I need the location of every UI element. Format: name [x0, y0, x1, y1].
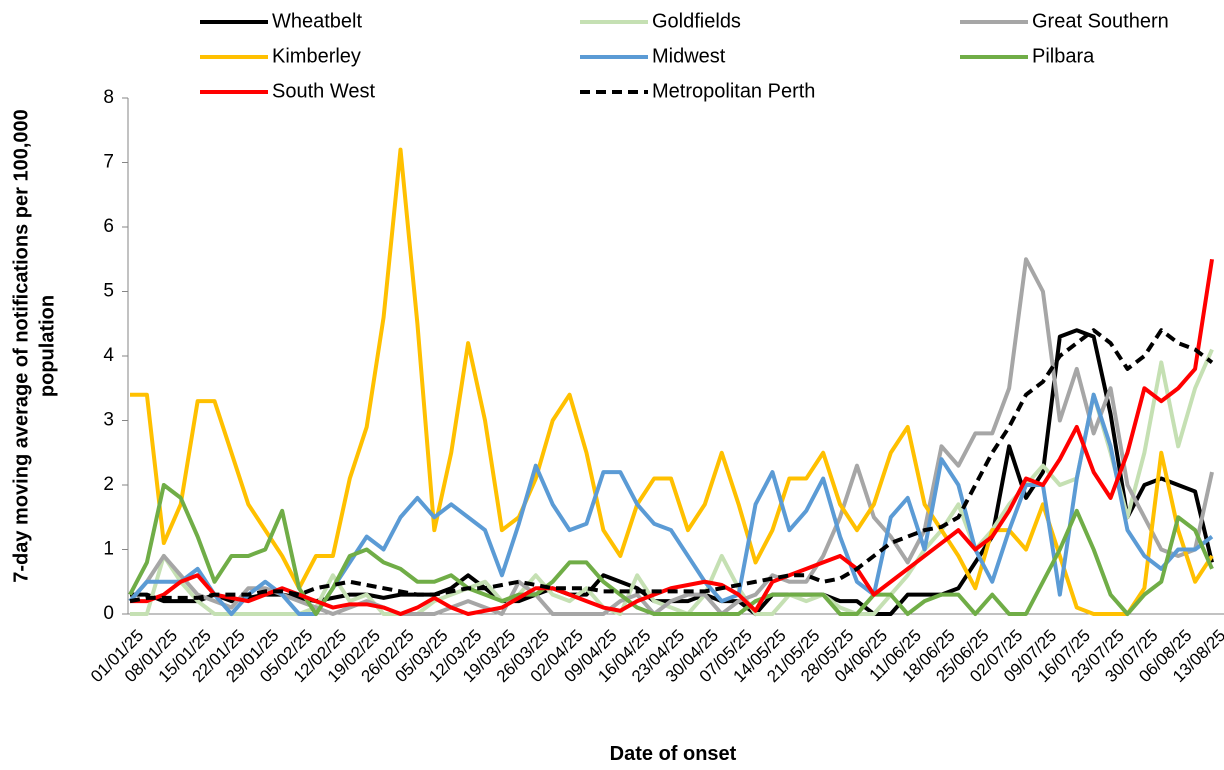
- y-tick-label: 5: [103, 281, 114, 302]
- legend-label: South West: [272, 80, 375, 102]
- legend-item: Midwest: [580, 45, 726, 67]
- y-tick-label: 6: [103, 216, 114, 237]
- legend-item: Pilbara: [960, 45, 1095, 67]
- series-line: [130, 348, 1214, 616]
- legend-label: Pilbara: [1032, 45, 1095, 67]
- legend-label: Midwest: [652, 45, 726, 67]
- y-axis-title: 7-day moving average of notifications pe…: [10, 109, 32, 583]
- legend-item: Metropolitan Perth: [580, 80, 815, 102]
- y-tick-label: 0: [103, 603, 114, 624]
- y-axis-title: population: [36, 295, 58, 397]
- series-line: [129, 328, 1214, 604]
- legend-label: Great Southern: [1032, 10, 1169, 32]
- legend-item: Kimberley: [200, 45, 361, 67]
- series-line: [130, 147, 1214, 616]
- legend-label: Metropolitan Perth: [652, 80, 815, 102]
- y-tick-label: 8: [103, 87, 114, 108]
- series-line: [130, 258, 1214, 616]
- series-line: [128, 483, 1214, 616]
- legend-label: Goldfields: [652, 10, 741, 32]
- legend-label: Wheatbelt: [272, 10, 362, 32]
- legend-item: Goldfields: [580, 10, 741, 32]
- y-tick-label: 7: [103, 152, 114, 173]
- y-tick-label: 1: [103, 539, 114, 560]
- legend-item: Wheatbelt: [200, 10, 362, 32]
- x-axis-title: Date of onset: [610, 743, 737, 765]
- legend-item: Great Southern: [960, 10, 1169, 32]
- series-line: [128, 392, 1214, 616]
- y-tick-label: 2: [103, 474, 114, 495]
- legend-item: South West: [200, 80, 375, 102]
- y-tick-label: 3: [103, 410, 114, 431]
- y-tick-label: 4: [103, 345, 114, 366]
- legend-label: Kimberley: [272, 45, 361, 67]
